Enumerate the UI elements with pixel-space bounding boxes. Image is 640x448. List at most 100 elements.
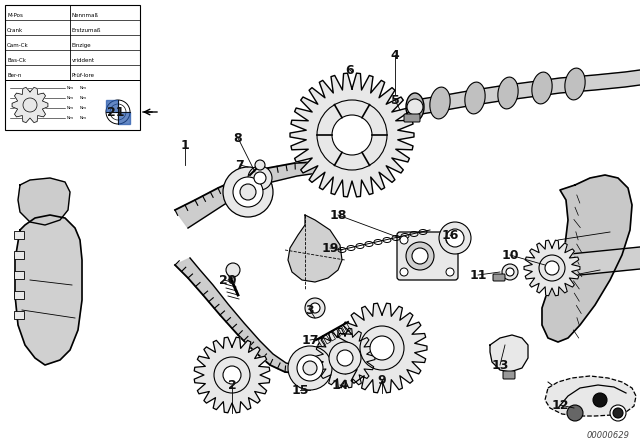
- Ellipse shape: [465, 82, 485, 114]
- Text: 6: 6: [346, 64, 355, 77]
- Text: Crank: Crank: [7, 28, 23, 33]
- Circle shape: [240, 184, 256, 200]
- Bar: [5, 5, 140, 130]
- Text: 19: 19: [321, 241, 339, 254]
- Text: M-Pos: M-Pos: [7, 13, 23, 18]
- Circle shape: [23, 98, 37, 112]
- Text: Nm: Nm: [67, 96, 74, 100]
- Circle shape: [305, 298, 325, 318]
- Text: 13: 13: [492, 358, 509, 371]
- Text: 10: 10: [501, 249, 519, 262]
- Circle shape: [255, 160, 265, 170]
- Text: 7: 7: [236, 159, 244, 172]
- Polygon shape: [15, 215, 82, 365]
- Circle shape: [400, 236, 408, 244]
- Text: 1: 1: [180, 138, 189, 151]
- Polygon shape: [315, 328, 375, 388]
- Text: 18: 18: [330, 208, 347, 221]
- Circle shape: [233, 177, 263, 207]
- Circle shape: [567, 405, 583, 421]
- Text: 11: 11: [469, 268, 487, 281]
- Circle shape: [223, 167, 273, 217]
- Circle shape: [329, 342, 361, 374]
- Polygon shape: [194, 337, 270, 413]
- Polygon shape: [288, 215, 342, 282]
- Circle shape: [502, 264, 518, 280]
- Text: 3: 3: [306, 303, 314, 316]
- Circle shape: [254, 172, 266, 184]
- Circle shape: [400, 268, 408, 276]
- Text: Nm: Nm: [80, 86, 87, 90]
- Text: Bas-Ck: Bas-Ck: [7, 58, 26, 63]
- Circle shape: [506, 268, 514, 276]
- Bar: [338, 326, 346, 335]
- Bar: [343, 323, 351, 332]
- Bar: [14, 271, 24, 279]
- Bar: [14, 291, 24, 299]
- Circle shape: [593, 393, 607, 407]
- Text: Nm: Nm: [67, 116, 74, 120]
- FancyBboxPatch shape: [404, 114, 420, 122]
- Polygon shape: [524, 240, 580, 296]
- Circle shape: [303, 361, 317, 375]
- Text: Ber-n: Ber-n: [7, 73, 21, 78]
- Text: 5: 5: [390, 94, 399, 107]
- Text: 2: 2: [228, 379, 236, 392]
- Circle shape: [446, 268, 454, 276]
- Circle shape: [539, 255, 565, 281]
- Circle shape: [223, 366, 241, 384]
- Text: Cam-Ck: Cam-Ck: [7, 43, 29, 48]
- Text: 15: 15: [291, 383, 308, 396]
- Circle shape: [613, 408, 623, 418]
- Polygon shape: [18, 178, 70, 225]
- Text: Einzige: Einzige: [72, 43, 92, 48]
- Bar: [14, 311, 24, 319]
- Ellipse shape: [498, 77, 518, 109]
- Circle shape: [545, 261, 559, 275]
- Text: 21: 21: [108, 105, 125, 119]
- Circle shape: [412, 248, 428, 264]
- Polygon shape: [415, 70, 640, 115]
- Text: vriddent: vriddent: [72, 58, 95, 63]
- FancyBboxPatch shape: [397, 232, 458, 280]
- Text: 16: 16: [442, 228, 459, 241]
- Circle shape: [226, 263, 240, 277]
- Polygon shape: [106, 100, 118, 112]
- Bar: [14, 251, 24, 259]
- Text: 4: 4: [390, 48, 399, 61]
- Bar: [333, 329, 340, 338]
- Ellipse shape: [532, 72, 552, 104]
- Circle shape: [332, 115, 372, 155]
- Polygon shape: [175, 258, 330, 373]
- Circle shape: [214, 357, 250, 393]
- Circle shape: [110, 104, 126, 120]
- Circle shape: [446, 229, 464, 247]
- Circle shape: [407, 99, 423, 115]
- Circle shape: [288, 346, 332, 390]
- Ellipse shape: [406, 93, 424, 121]
- Bar: [318, 338, 326, 347]
- Circle shape: [297, 355, 323, 381]
- Circle shape: [360, 326, 404, 370]
- Polygon shape: [545, 376, 636, 416]
- Text: Nm: Nm: [67, 86, 74, 90]
- Text: 20: 20: [220, 273, 237, 287]
- Polygon shape: [175, 162, 354, 228]
- Bar: [328, 332, 335, 341]
- Circle shape: [337, 350, 353, 366]
- Text: Nennmaß: Nennmaß: [72, 13, 99, 18]
- Circle shape: [106, 100, 130, 124]
- Text: Nm: Nm: [80, 116, 87, 120]
- Text: 12: 12: [551, 399, 569, 412]
- Text: Nm: Nm: [80, 106, 87, 110]
- Bar: [323, 335, 330, 344]
- Circle shape: [439, 222, 471, 254]
- Text: Nm: Nm: [80, 96, 87, 100]
- Polygon shape: [337, 303, 427, 393]
- Polygon shape: [12, 87, 48, 123]
- Polygon shape: [490, 335, 528, 372]
- Circle shape: [310, 303, 320, 313]
- FancyBboxPatch shape: [503, 371, 515, 379]
- Text: 9: 9: [378, 374, 387, 387]
- Ellipse shape: [565, 68, 585, 100]
